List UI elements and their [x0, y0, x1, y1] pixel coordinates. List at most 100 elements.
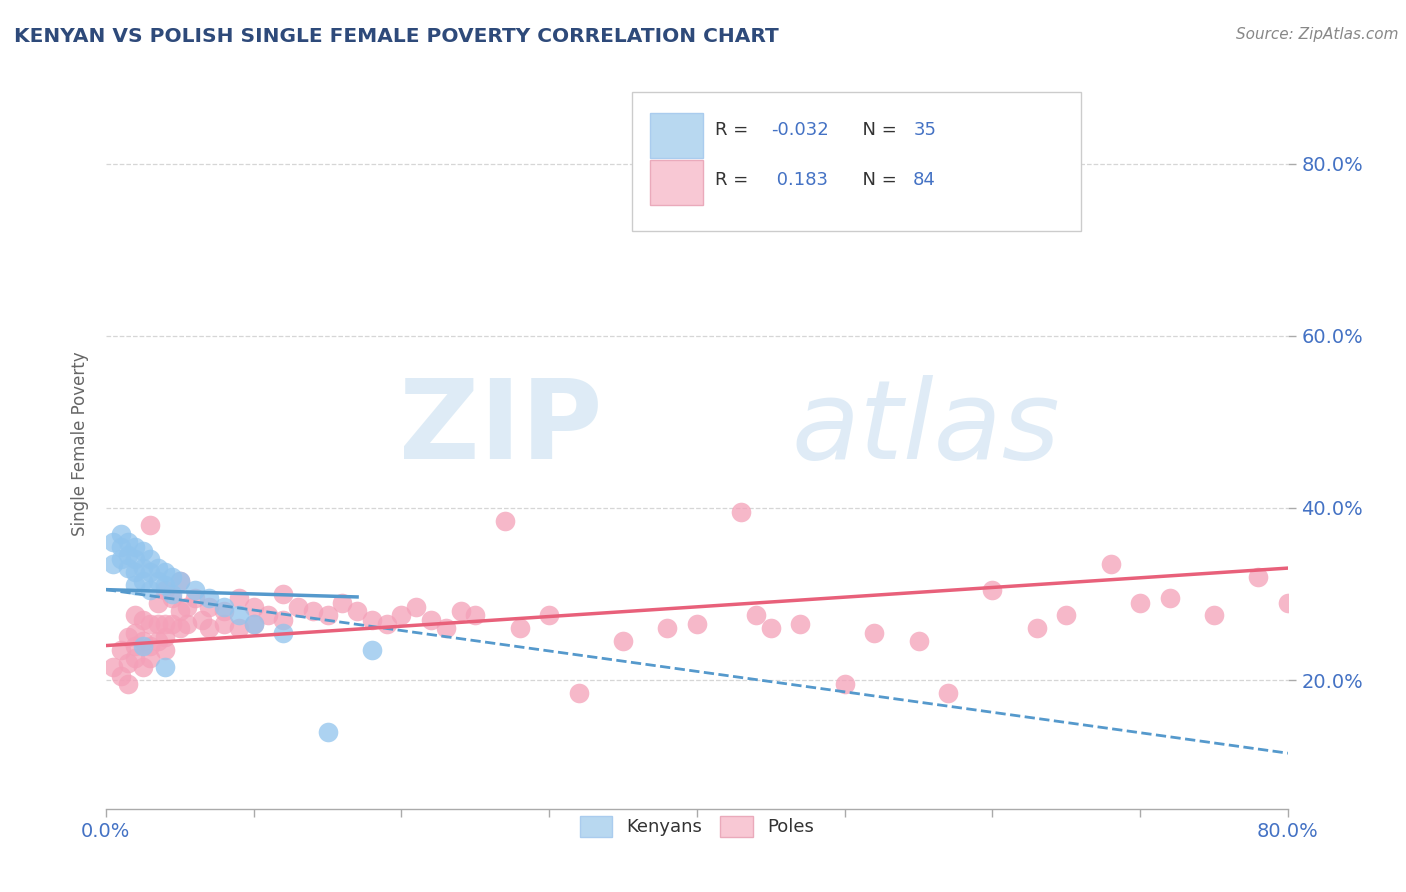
Point	[139, 617, 162, 632]
Point	[110, 526, 132, 541]
Point	[198, 591, 221, 606]
Point	[612, 634, 634, 648]
Point	[212, 604, 235, 618]
Point	[198, 621, 221, 635]
Point	[124, 625, 146, 640]
Point	[198, 599, 221, 614]
Point	[153, 578, 176, 592]
Point	[316, 724, 339, 739]
Text: -0.032: -0.032	[772, 121, 830, 139]
Text: ZIP: ZIP	[399, 376, 602, 483]
Point	[139, 639, 162, 653]
Point	[117, 561, 139, 575]
Point	[110, 669, 132, 683]
Point	[176, 617, 198, 632]
Point	[257, 608, 280, 623]
Point	[124, 540, 146, 554]
Point	[391, 608, 413, 623]
Point	[117, 548, 139, 562]
Point	[183, 582, 205, 597]
Point	[162, 587, 184, 601]
Point	[117, 677, 139, 691]
Point	[1099, 557, 1122, 571]
Point	[103, 557, 125, 571]
Text: 84: 84	[914, 171, 936, 189]
Point	[176, 599, 198, 614]
Text: R =: R =	[714, 171, 754, 189]
Point	[360, 613, 382, 627]
Y-axis label: Single Female Poverty: Single Female Poverty	[72, 351, 89, 535]
Legend: Kenyans, Poles: Kenyans, Poles	[572, 809, 821, 844]
Point	[124, 651, 146, 665]
Point	[730, 505, 752, 519]
Point	[132, 639, 155, 653]
Point	[936, 686, 959, 700]
FancyBboxPatch shape	[631, 92, 1081, 231]
Point	[1025, 621, 1047, 635]
Point	[1129, 595, 1152, 609]
Point	[346, 604, 368, 618]
Point	[139, 651, 162, 665]
Point	[686, 617, 709, 632]
Point	[169, 621, 191, 635]
Point	[110, 540, 132, 554]
Point	[360, 643, 382, 657]
Point	[271, 613, 294, 627]
Point	[330, 595, 353, 609]
Point	[834, 677, 856, 691]
Point	[153, 617, 176, 632]
Point	[146, 561, 169, 575]
Point	[146, 574, 169, 588]
Point	[759, 621, 782, 635]
Point	[132, 634, 155, 648]
Point	[375, 617, 398, 632]
Point	[316, 608, 339, 623]
Point	[169, 574, 191, 588]
Point	[132, 574, 155, 588]
Point	[1247, 570, 1270, 584]
Point	[464, 608, 486, 623]
Point	[110, 643, 132, 657]
Text: R =: R =	[714, 121, 754, 139]
Point	[301, 604, 323, 618]
Point	[568, 686, 591, 700]
Point	[124, 578, 146, 592]
Point	[907, 634, 929, 648]
Point	[139, 552, 162, 566]
Point	[242, 617, 264, 632]
Point	[124, 552, 146, 566]
Point	[117, 630, 139, 644]
FancyBboxPatch shape	[650, 161, 703, 205]
Point	[509, 621, 531, 635]
Text: atlas: atlas	[792, 376, 1060, 483]
Point	[132, 660, 155, 674]
Point	[405, 599, 427, 614]
Point	[745, 608, 768, 623]
Point	[183, 591, 205, 606]
Point	[242, 599, 264, 614]
Point	[103, 660, 125, 674]
Point	[117, 656, 139, 670]
Point	[124, 566, 146, 580]
Point	[153, 660, 176, 674]
Point	[153, 566, 176, 580]
Point	[228, 621, 250, 635]
Point	[146, 634, 169, 648]
Point	[287, 599, 309, 614]
Point	[434, 621, 457, 635]
Point	[139, 582, 162, 597]
Text: Source: ZipAtlas.com: Source: ZipAtlas.com	[1236, 27, 1399, 42]
Point	[132, 561, 155, 575]
Point	[228, 608, 250, 623]
Text: KENYAN VS POLISH SINGLE FEMALE POVERTY CORRELATION CHART: KENYAN VS POLISH SINGLE FEMALE POVERTY C…	[14, 27, 779, 45]
Point	[242, 617, 264, 632]
Text: 35: 35	[914, 121, 936, 139]
Point	[124, 608, 146, 623]
Text: N =: N =	[851, 121, 903, 139]
Point	[153, 582, 176, 597]
Point	[1277, 595, 1299, 609]
Point	[789, 617, 811, 632]
Point	[169, 574, 191, 588]
Point	[271, 587, 294, 601]
Point	[153, 630, 176, 644]
